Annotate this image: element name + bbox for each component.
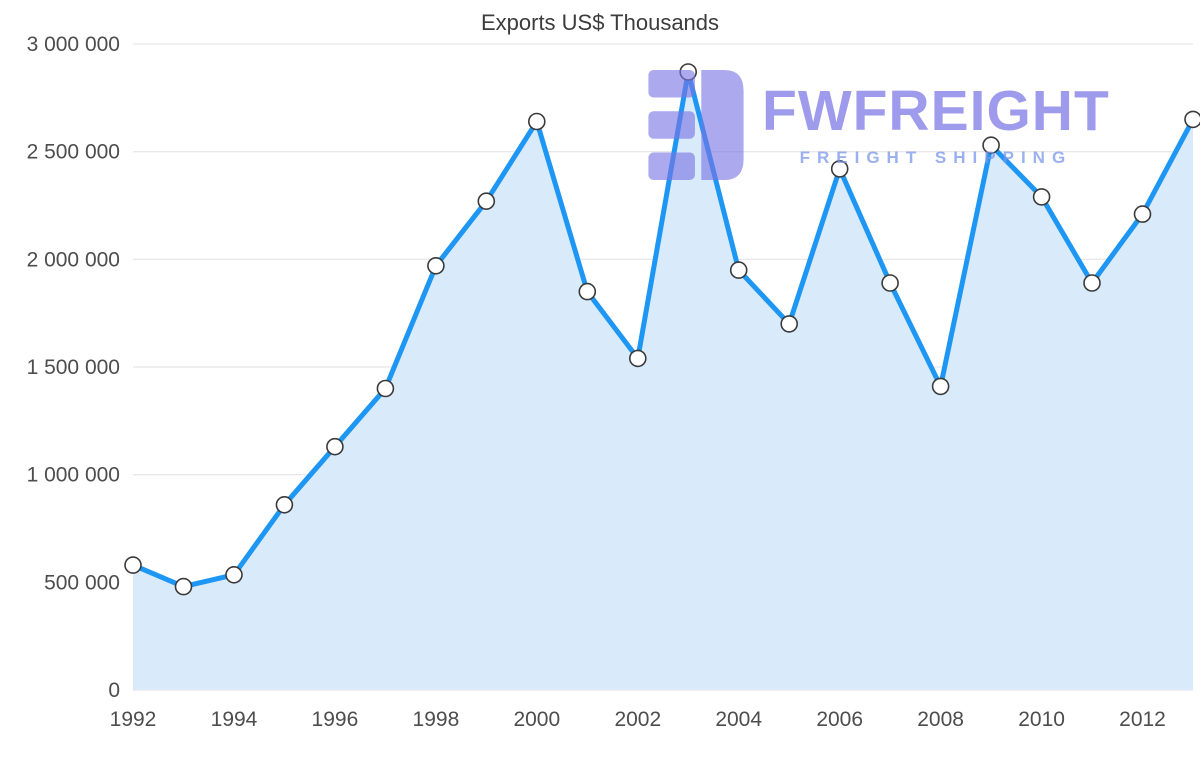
series-area-fill [133,72,1193,690]
x-axis-tick-label: 2008 [917,708,964,731]
data-point-marker-1993[interactable] [174,577,193,596]
y-axis-tick-label: 1 000 000 [27,464,120,487]
x-axis-tick-label: 1992 [110,708,157,731]
data-point-marker-2003[interactable] [679,63,698,81]
data-point-marker-1997[interactable] [376,379,395,398]
data-point-marker-2012[interactable] [1133,205,1152,223]
data-point-marker-1999[interactable] [477,192,496,210]
data-point-marker-2008[interactable] [931,377,950,396]
x-axis-tick-label: 2012 [1119,708,1166,731]
y-axis-tick-label: 0 [108,679,120,702]
x-axis-tick-label: 2002 [614,708,661,731]
data-point-markers [124,63,1200,596]
data-point-marker-2001[interactable] [578,282,597,301]
data-point-marker-2002[interactable] [628,349,647,368]
y-axis-tick-label: 1 500 000 [27,356,120,379]
data-point-marker-2005[interactable] [780,315,799,333]
x-axis-tick-label: 2000 [513,708,560,731]
data-point-marker-1995[interactable] [275,495,294,514]
chart-title: Exports US$ Thousands [480,10,720,35]
data-point-marker-1994[interactable] [225,565,243,584]
series-line [130,69,1196,590]
y-axis-tick-label: 2 500 000 [27,141,120,164]
x-axis-labels: 1992 1994 1996 1998 2000 2002 2004 2006 2008 2010… [110,708,1166,731]
data-point-marker-1996[interactable] [326,437,344,456]
data-point-marker-2011[interactable] [1083,274,1101,292]
data-point-marker-2009[interactable] [982,136,1000,154]
data-point-marker-2013[interactable] [1184,110,1200,129]
x-axis-tick-label: 2010 [1018,708,1065,731]
data-point-marker-2007[interactable] [881,274,899,292]
x-axis-tick-label: 1994 [211,708,258,731]
x-axis-tick-label: 1996 [312,708,359,731]
x-axis-tick-label: 2004 [715,708,762,731]
data-point-marker-2004[interactable] [729,261,748,279]
y-axis-tick-label: 500 000 [44,571,120,594]
data-point-marker-2010[interactable] [1032,188,1051,206]
y-axis-tick-label: 3 000 000 [27,33,120,56]
data-point-marker-2006[interactable] [830,160,849,178]
data-point-marker-1998[interactable] [427,256,445,275]
x-axis-tick-label: 1998 [413,708,460,731]
data-point-marker-2000[interactable] [527,112,546,131]
y-axis-tick-label: 2 000 000 [27,248,120,271]
data-point-marker-1992[interactable] [124,556,142,574]
x-axis-tick-label: 2006 [816,708,863,731]
y-axis-labels: 0 500 000 1 000 000 1 500 000 2 000 000 2 500… [27,33,120,702]
